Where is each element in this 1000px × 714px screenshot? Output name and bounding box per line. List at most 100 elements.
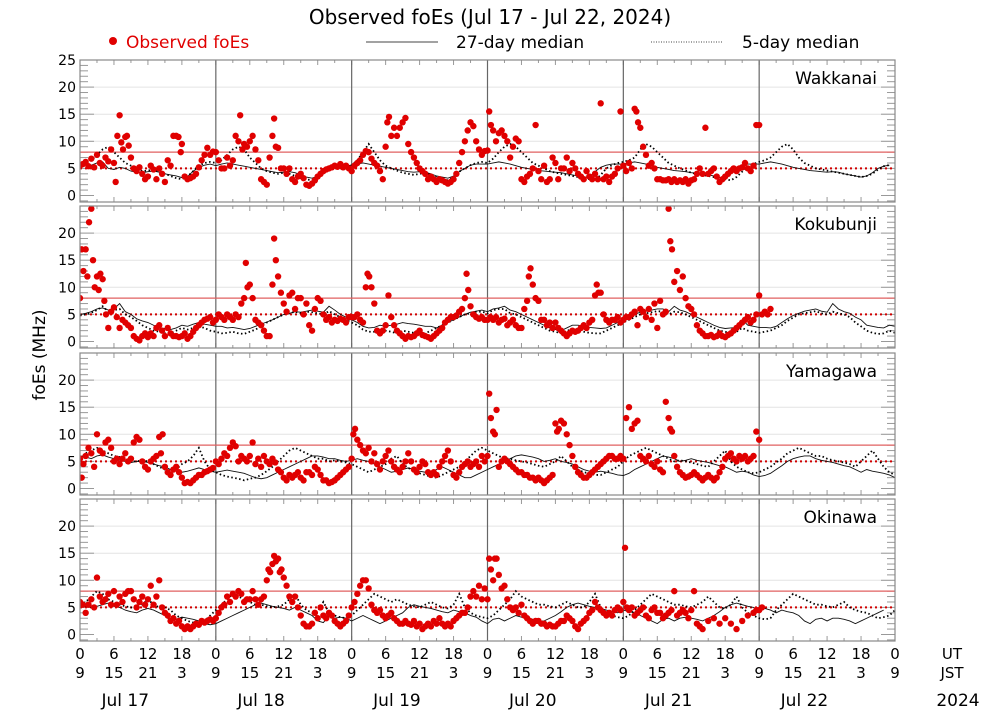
median-5day-line: [80, 445, 895, 482]
y-tick-label: 15: [58, 546, 76, 562]
x-tick-label-jst: 3: [449, 664, 459, 682]
observed-point: [710, 615, 718, 622]
observed-point: [475, 463, 483, 471]
observed-point: [286, 593, 293, 600]
y-tick-label: 10: [58, 134, 76, 150]
observed-point: [158, 170, 166, 178]
x-tick-label-ut: 18: [580, 645, 599, 663]
observed-point: [456, 469, 463, 476]
observed-point: [645, 615, 653, 622]
observed-point: [447, 458, 454, 465]
x-tick-label-jst: 15: [648, 664, 667, 682]
observed-point: [221, 316, 228, 324]
observed-point: [458, 305, 466, 313]
observed-point: [487, 414, 495, 422]
observed-point: [433, 471, 440, 479]
observed-point: [127, 154, 135, 161]
observed-point: [348, 167, 355, 175]
observed-point: [489, 127, 497, 134]
observed-point: [492, 138, 500, 145]
y-tick-label: 5: [67, 454, 76, 470]
observed-point: [458, 148, 466, 156]
observed-point: [354, 590, 361, 598]
observed-point: [249, 587, 256, 595]
observed-point: [192, 170, 200, 178]
observed-point: [713, 173, 720, 180]
observed-point: [246, 452, 253, 460]
observed-point: [665, 414, 672, 422]
observed-point: [634, 119, 642, 126]
day-label: Jul 21: [644, 691, 693, 711]
observed-point: [127, 455, 135, 462]
observed-point: [518, 324, 525, 332]
observed-point: [223, 452, 231, 460]
legend: Observed foEs 27-day median 5-day median: [109, 33, 859, 53]
observed-point: [345, 612, 353, 619]
observed-point: [467, 303, 474, 310]
observed-point: [673, 463, 681, 471]
observed-point: [249, 132, 256, 140]
x-tick-label-jst: 21: [818, 664, 837, 682]
observed-point: [93, 574, 101, 581]
x-tick-label-ut: 18: [172, 645, 191, 663]
observed-point: [628, 604, 636, 611]
observed-point: [314, 615, 321, 622]
observed-point: [738, 617, 746, 625]
observed-point: [88, 206, 95, 212]
observed-point: [566, 441, 573, 449]
observed-point: [156, 165, 163, 172]
observed-point: [583, 615, 590, 622]
x-tick-label-jst: 15: [240, 664, 259, 682]
observed-point: [509, 143, 517, 150]
observed-point: [379, 327, 386, 334]
x-tick-label-ut: 0: [619, 645, 629, 663]
panel-kokubunji: 0 5 10 15 20 Kokubunji: [58, 205, 896, 350]
observed-point: [297, 294, 304, 302]
observed-point: [753, 428, 760, 435]
observed-point: [690, 587, 698, 595]
observed-point: [755, 121, 763, 129]
station-label: Okinawa: [804, 508, 877, 528]
observed-point: [212, 316, 220, 324]
observed-point: [529, 281, 536, 288]
observed-point: [472, 138, 480, 145]
observed-point: [157, 450, 165, 457]
observed-point: [637, 124, 644, 131]
observed-point: [80, 267, 87, 275]
observed-point: [226, 162, 234, 169]
observed-point: [164, 157, 171, 164]
x-tick-label-jst: 21: [410, 664, 429, 682]
panel-yamagawa: 0 5 10 15 20 Yamagawa: [58, 352, 896, 497]
observed-point: [611, 170, 619, 178]
observed-point: [345, 463, 353, 471]
observed-point: [314, 466, 321, 473]
observed-point: [144, 596, 152, 603]
observed-point: [594, 176, 602, 183]
observed-point: [136, 164, 143, 171]
observed-point: [465, 286, 472, 294]
observed-point: [93, 151, 101, 159]
observed-point: [461, 609, 469, 617]
observed-point: [139, 170, 146, 178]
median-27day-line: [80, 602, 884, 626]
observed-point: [393, 132, 401, 140]
observed-point: [365, 585, 372, 592]
observed-point: [101, 297, 108, 305]
observed-point: [651, 604, 658, 611]
observed-point: [95, 286, 102, 294]
observed-point: [696, 165, 703, 172]
observed-point: [671, 452, 678, 460]
observed-point: [89, 256, 97, 264]
observed-point: [628, 165, 636, 172]
observed-point: [204, 144, 211, 152]
observed-point: [85, 601, 92, 608]
observed-point: [750, 316, 757, 324]
y-tick-label: 20: [58, 519, 76, 535]
observed-point: [278, 566, 285, 573]
observed-point: [512, 604, 519, 611]
observed-point: [373, 162, 381, 169]
observed-point: [362, 284, 370, 291]
observed-point: [620, 598, 627, 606]
observed-point: [232, 593, 239, 600]
observed-point: [351, 425, 359, 433]
